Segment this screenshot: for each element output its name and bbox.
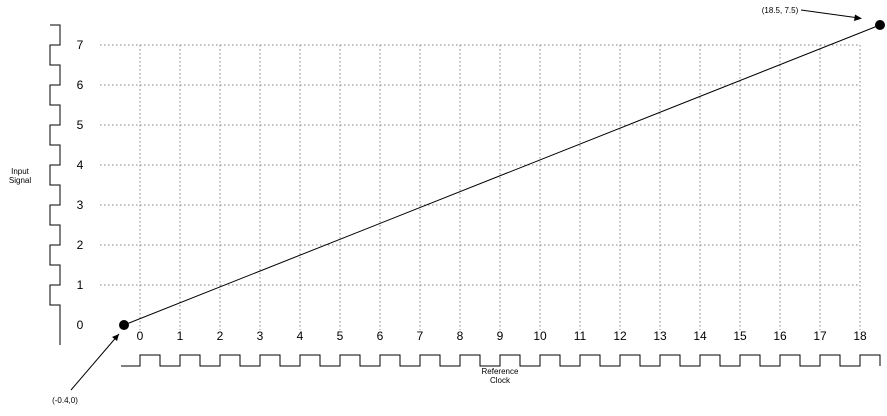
reference-clock-waveform [121,354,881,367]
x-tick-label: 10 [533,329,547,343]
y-tick-labels: 0 1 2 3 4 5 6 7 [77,38,84,332]
end-point-arrow [800,9,860,19]
input-vs-clock-line [123,24,881,326]
start-point-label: (-0.4,0) [52,396,78,405]
end-point [875,20,885,30]
x-tick-label: 0 [137,329,144,343]
x-tick-label: 8 [457,329,464,343]
x-tick-label: 18 [853,329,867,343]
x-tick-label: 6 [377,329,384,343]
y-tick-label: 6 [77,78,84,92]
x-tick-label: 11 [574,329,587,343]
x-axis-label-line2: Clock [490,376,511,385]
start-point-arrow [70,333,120,391]
y-tick-label: 2 [77,238,84,252]
end-point-arrowhead [854,14,862,21]
x-axis-label-line1: Reference [482,367,519,376]
y-tick-label: 3 [77,198,84,212]
x-tick-label: 13 [653,329,667,343]
y-axis-label-line2: Signal [9,176,31,185]
x-tick-label: 12 [613,329,627,343]
x-tick-label: 5 [337,329,344,343]
x-tick-label: 3 [257,329,264,343]
grid [100,44,861,330]
end-point-label: (18.5, 7.5) [762,6,799,15]
start-point-arrowhead [112,334,119,341]
x-tick-label: 16 [773,329,787,343]
x-tick-label: 9 [497,329,504,343]
x-tick-label: 15 [733,329,747,343]
y-axis-label-line1: Input [11,167,30,176]
x-tick-label: 17 [813,329,827,343]
y-tick-label: 7 [77,38,84,52]
start-point [119,320,129,330]
x-tick-label: 7 [417,329,424,343]
x-tick-label: 2 [217,329,224,343]
x-tick-label: 4 [297,329,304,343]
x-tick-labels: 0 1 2 3 4 5 6 7 8 9 10 11 12 13 14 15 16 17 18 [137,329,867,343]
y-tick-label: 4 [77,158,84,172]
y-tick-label: 5 [77,118,84,132]
input-signal-waveform [49,24,61,345]
x-tick-label: 1 [177,329,184,343]
y-tick-label: 0 [77,318,84,332]
y-tick-label: 1 [77,278,84,292]
x-tick-label: 14 [693,329,707,343]
